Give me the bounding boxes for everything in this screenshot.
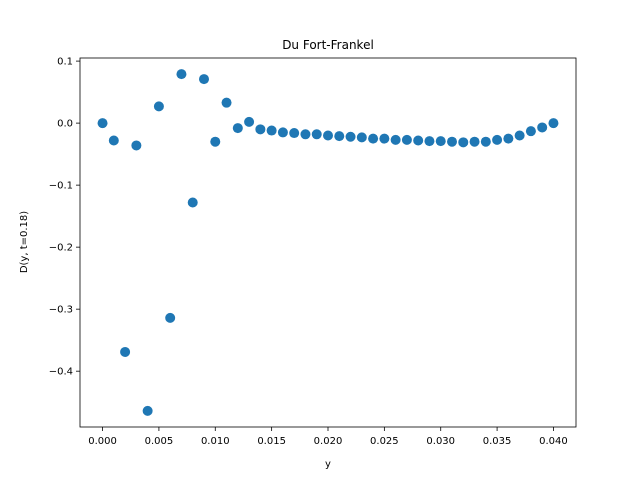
x-axis-label: y [325,459,331,470]
data-point [142,405,153,416]
data-point [537,122,548,133]
data-point [210,136,221,147]
data-point [153,101,164,112]
data-point [413,135,424,146]
y-tick-label: 0.0 [57,119,73,130]
data-point [401,134,412,145]
data-point [356,132,367,143]
data-point [244,116,255,127]
data-point [277,127,288,138]
data-point [379,133,390,144]
data-point [255,124,266,135]
data-point [323,130,333,141]
x-tick-label: 0.015 [257,436,286,447]
x-tick-label: 0.025 [370,436,399,447]
data-point [131,140,142,151]
data-point [480,136,491,147]
x-axis: 0.000 0.005 0.010 0.015 0.020 0.025 0.030 0.035… [88,427,568,447]
axes-frame [79,57,577,428]
y-tick-label: −0.1 [49,181,73,192]
data-point [108,135,119,146]
data-point [165,312,176,323]
data-point [334,131,345,142]
x-tick-label: 0.035 [483,436,512,447]
x-tick-label: 0.020 [314,436,343,447]
y-tick-label: −0.2 [49,243,73,254]
data-point [345,131,356,142]
data-point [187,197,198,208]
data-point [97,118,108,129]
x-tick-label: 0.040 [539,436,568,447]
data-point [120,346,131,357]
data-point [266,125,277,136]
plot-area [97,69,559,416]
data-point [548,118,559,129]
data-point [390,134,401,145]
x-tick-label: 0.000 [88,436,117,447]
y-axis: 0.1 0.0 −0.1 −0.2 −0.3 −0.4 [49,57,80,378]
x-tick-label: 0.030 [426,436,455,447]
data-point [492,134,503,145]
data-point [199,74,209,85]
y-axis-label: D(y, t=0.18) [19,211,30,273]
y-tick-label: −0.3 [49,305,73,316]
x-tick-label: 0.010 [201,436,230,447]
chart-title: Du Fort-Frankel [282,38,374,52]
data-point [458,137,469,148]
data-point [232,123,243,134]
data-point [514,130,525,141]
data-point [469,136,480,147]
data-point [176,69,187,80]
data-point [289,128,300,139]
y-tick-label: −0.4 [49,367,73,378]
y-tick-label: 0.1 [57,57,73,68]
data-point [447,136,457,147]
data-point [435,136,446,147]
data-point [368,133,379,144]
data-point [300,129,311,140]
data-point [221,97,232,108]
data-point [424,136,435,147]
data-point [311,129,322,140]
data-point [525,126,536,137]
x-tick-label: 0.005 [145,436,174,447]
data-point [503,133,514,144]
